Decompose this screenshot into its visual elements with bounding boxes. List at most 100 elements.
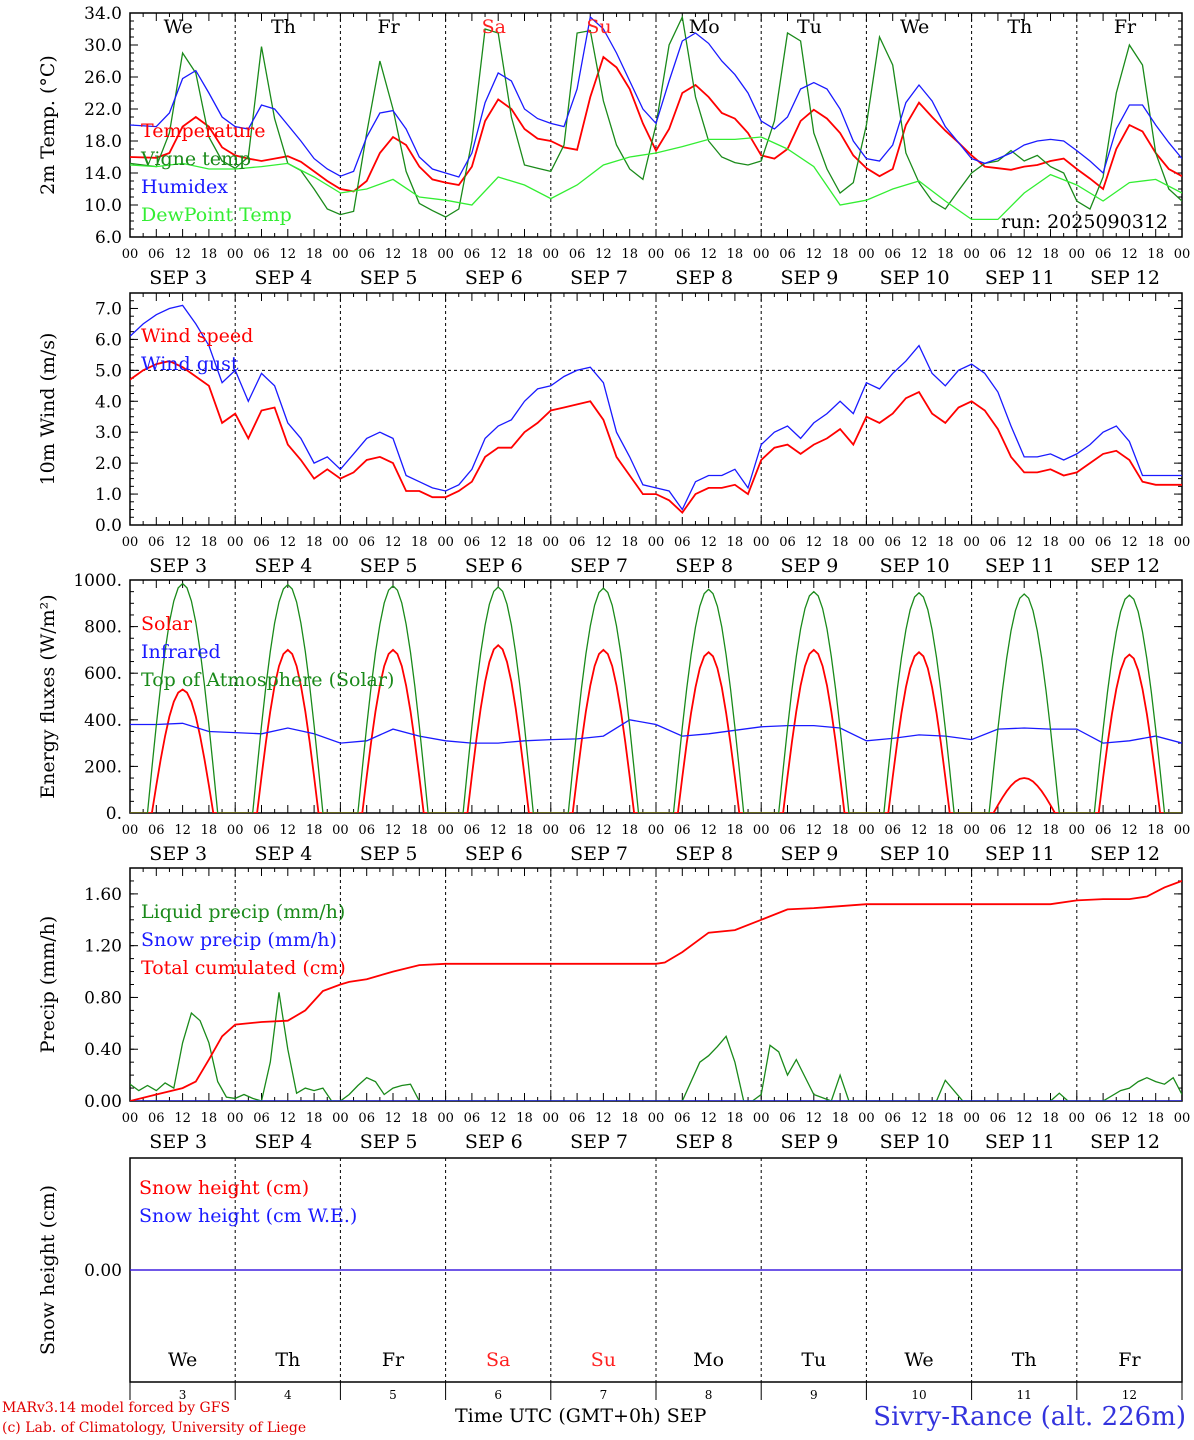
x-axis-title: Time UTC (GMT+0h) SEP: [455, 1405, 707, 1427]
date-label: SEP 10: [880, 555, 950, 577]
hour-label: 06: [148, 823, 165, 838]
panel-3: 0. 200. 400. 600. 800. 1000. Energy fluxes (W/…: [37, 571, 1190, 865]
hour-label: 12: [1016, 535, 1033, 550]
hour-label: 18: [306, 1111, 323, 1126]
y-tick-label: 14.0: [84, 164, 122, 184]
date-label: SEP 8: [675, 555, 733, 577]
snow-date-number: 12: [1122, 1388, 1137, 1402]
legend-entry: Vigne temp: [140, 148, 251, 170]
hour-label: 06: [990, 535, 1007, 550]
hour-label: 06: [358, 535, 375, 550]
date-label: SEP 4: [255, 267, 313, 289]
series-line-infrared: [130, 719, 1182, 744]
hour-label: 18: [1042, 247, 1059, 262]
date-label: SEP 10: [880, 1131, 950, 1153]
hour-label: 18: [937, 535, 954, 550]
series-line-solar: [130, 643, 1182, 813]
panel-1: 6.0 10.0 14.0 18.0 22.0 26.0 30.0 34.0 2m Temp. …: [37, 4, 1190, 289]
hour-label: 12: [174, 823, 191, 838]
hour-label: 06: [253, 247, 270, 262]
series-line-humidex: [130, 15, 1182, 178]
date-label: SEP 11: [985, 267, 1055, 289]
hour-label: 18: [306, 535, 323, 550]
y-tick-label: 4.0: [95, 392, 122, 412]
y-tick-label: 1.60: [84, 885, 122, 905]
hour-label: 00: [858, 247, 875, 262]
hour-label: 06: [1095, 823, 1112, 838]
hour-label: 00: [858, 535, 875, 550]
hour-label: 18: [516, 247, 533, 262]
y-axis-title: Snow height (cm): [37, 1185, 59, 1355]
hour-label: 00: [1069, 823, 1086, 838]
snow-date-number: 4: [284, 1388, 292, 1402]
run-label: run: 2025090312: [1001, 211, 1168, 233]
hour-label: 18: [1147, 823, 1164, 838]
date-label: SEP 7: [570, 843, 628, 865]
hour-label: 06: [464, 1111, 481, 1126]
hour-label: 12: [595, 535, 612, 550]
y-axis-title: Precip (mm/h): [37, 916, 59, 1054]
hour-label: 00: [963, 247, 980, 262]
hour-label: 18: [1147, 1111, 1164, 1126]
snow-date-number: 8: [705, 1388, 713, 1402]
hour-label: 06: [1095, 247, 1112, 262]
y-tick-label: 800.: [84, 618, 122, 638]
hour-label: 12: [1121, 247, 1138, 262]
hour-label: 18: [1042, 535, 1059, 550]
hour-label: 18: [306, 247, 323, 262]
hour-label: 06: [569, 535, 586, 550]
snow-day-name-label: Su: [591, 1349, 616, 1371]
y-tick-label: 0.0: [95, 516, 122, 536]
hour-label: 12: [1016, 823, 1033, 838]
date-label: SEP 11: [985, 1131, 1055, 1153]
hour-label: 18: [621, 823, 638, 838]
hour-label: 12: [280, 535, 297, 550]
series-line-vigne-temp: [130, 14, 1182, 218]
snow-date-number: 5: [389, 1388, 397, 1402]
hour-label: 18: [621, 535, 638, 550]
hour-label: 06: [148, 1111, 165, 1126]
snow-day-name-label: Th: [275, 1349, 300, 1371]
day-name-label: Tu: [797, 16, 822, 38]
hour-label: 06: [358, 247, 375, 262]
y-tick-label: 7.0: [95, 299, 122, 319]
snow-day-name-label: Tu: [801, 1349, 826, 1371]
hour-label: 00: [753, 247, 770, 262]
hour-label: 00: [122, 823, 139, 838]
hour-label: 12: [280, 823, 297, 838]
date-label: SEP 12: [1090, 843, 1160, 865]
legend-entry: Wind gust: [141, 353, 239, 375]
snow-date-number: 11: [1017, 1388, 1032, 1402]
date-label: SEP 11: [985, 843, 1055, 865]
day-name-label: Th: [271, 16, 296, 38]
hour-label: 06: [674, 535, 691, 550]
hour-label: 12: [806, 247, 823, 262]
hour-label: 00: [1069, 247, 1086, 262]
hour-label: 06: [674, 823, 691, 838]
hour-label: 00: [963, 1111, 980, 1126]
hour-label: 12: [595, 823, 612, 838]
hour-label: 18: [937, 1111, 954, 1126]
hour-label: 12: [595, 1111, 612, 1126]
hour-label: 06: [464, 823, 481, 838]
y-tick-label: 0.40: [84, 1040, 122, 1060]
date-label: SEP 12: [1090, 555, 1160, 577]
hour-label: 18: [832, 823, 849, 838]
hour-label: 12: [174, 247, 191, 262]
hour-label: 00: [648, 823, 665, 838]
date-label: SEP 9: [781, 1131, 839, 1153]
date-label: SEP 6: [465, 1131, 523, 1153]
y-axis-title: 10m Wind (m/s): [37, 333, 59, 486]
hour-label: 06: [1095, 1111, 1112, 1126]
date-label: SEP 8: [675, 1131, 733, 1153]
hour-label: 00: [963, 823, 980, 838]
hour-label: 00: [753, 535, 770, 550]
hour-label: 12: [385, 823, 402, 838]
legend-entry: Total cumulated (cm): [141, 957, 346, 979]
hour-label: 12: [490, 823, 507, 838]
hour-label: 00: [858, 823, 875, 838]
hour-label: 06: [253, 535, 270, 550]
day-name-label: Th: [1007, 16, 1032, 38]
hour-label: 18: [411, 535, 428, 550]
hour-label: 12: [1016, 247, 1033, 262]
